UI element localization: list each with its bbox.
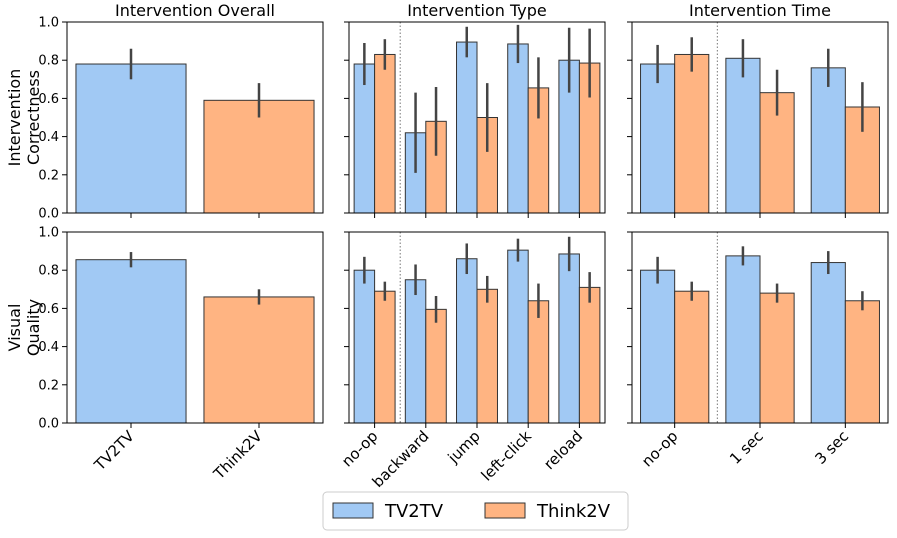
x-tick-label: no-op bbox=[338, 427, 381, 470]
y-tick-label: 0.8 bbox=[38, 264, 59, 279]
y-axis-label: InterventionCorrectness bbox=[5, 69, 43, 167]
bar bbox=[810, 262, 846, 424]
legend-label: Think2V bbox=[536, 501, 611, 522]
y-tick-label: 0.0 bbox=[38, 417, 59, 432]
y-axis-label: VisualQuality bbox=[5, 299, 43, 356]
bar bbox=[640, 269, 676, 424]
y-tick-label: 0.4 bbox=[38, 340, 59, 355]
legend-swatch bbox=[332, 502, 374, 519]
y-tick-label: 1.0 bbox=[38, 226, 59, 241]
x-tick-label: Think2V bbox=[209, 427, 266, 484]
x-tick-label: left-click bbox=[478, 427, 536, 485]
bar bbox=[404, 279, 427, 424]
axes-frame bbox=[66, 21, 324, 214]
bar bbox=[374, 53, 396, 214]
y-tick-label: 0.6 bbox=[38, 92, 59, 107]
bar bbox=[640, 63, 676, 214]
y-tick-label: 0.6 bbox=[38, 302, 59, 317]
axes-frame bbox=[348, 231, 606, 424]
bar bbox=[810, 67, 846, 214]
bar bbox=[674, 53, 710, 214]
bar bbox=[353, 63, 376, 214]
bar bbox=[527, 300, 550, 424]
bar bbox=[75, 63, 187, 214]
legend-swatch bbox=[484, 502, 526, 519]
bar bbox=[75, 259, 187, 424]
bar bbox=[674, 290, 710, 424]
y-tick-label: 1.0 bbox=[38, 16, 59, 31]
x-tick-label: 3 sec bbox=[811, 427, 852, 468]
bar bbox=[759, 292, 795, 424]
bar bbox=[425, 308, 447, 424]
bar bbox=[578, 286, 601, 424]
bar bbox=[507, 43, 529, 214]
bar bbox=[507, 249, 529, 424]
bar bbox=[374, 290, 396, 424]
y-tick-label: 0.4 bbox=[38, 130, 59, 145]
x-tick-label: jump bbox=[444, 427, 484, 467]
y-axis-label-line: Correctness bbox=[24, 70, 43, 165]
subplot-title: Intervention Time bbox=[689, 1, 831, 20]
y-tick-label: 0.0 bbox=[38, 207, 59, 222]
y-tick-label: 0.8 bbox=[38, 54, 59, 69]
axes-frame bbox=[631, 231, 889, 424]
axes-frame bbox=[631, 21, 889, 214]
y-axis-label-line: Quality bbox=[24, 299, 43, 356]
legend-box bbox=[322, 491, 629, 531]
x-tick-label: 1 sec bbox=[726, 427, 767, 468]
bar bbox=[456, 258, 478, 424]
bar bbox=[725, 57, 761, 214]
subplot-title: Intervention Overall bbox=[115, 1, 275, 20]
bar bbox=[725, 255, 761, 424]
y-tick-label: 0.2 bbox=[38, 168, 59, 183]
y-axis-label-line: Intervention bbox=[5, 69, 24, 167]
axes-frame bbox=[66, 231, 324, 424]
x-tick-label: TV2TV bbox=[90, 427, 138, 475]
x-tick-label: reload bbox=[540, 427, 586, 473]
y-tick-label: 0.2 bbox=[38, 378, 59, 393]
legend-label: TV2TV bbox=[384, 501, 444, 522]
y-axis-label-line: Visual bbox=[5, 304, 24, 352]
bar bbox=[476, 288, 498, 424]
axes-frame bbox=[348, 21, 606, 214]
bar bbox=[456, 41, 478, 214]
bar bbox=[558, 253, 580, 424]
bar bbox=[203, 296, 315, 424]
bar bbox=[353, 269, 376, 424]
bar bbox=[203, 99, 315, 214]
bar bbox=[844, 300, 880, 424]
subplot-title: Intervention Type bbox=[407, 1, 547, 20]
x-tick-label: no-op bbox=[638, 427, 681, 470]
